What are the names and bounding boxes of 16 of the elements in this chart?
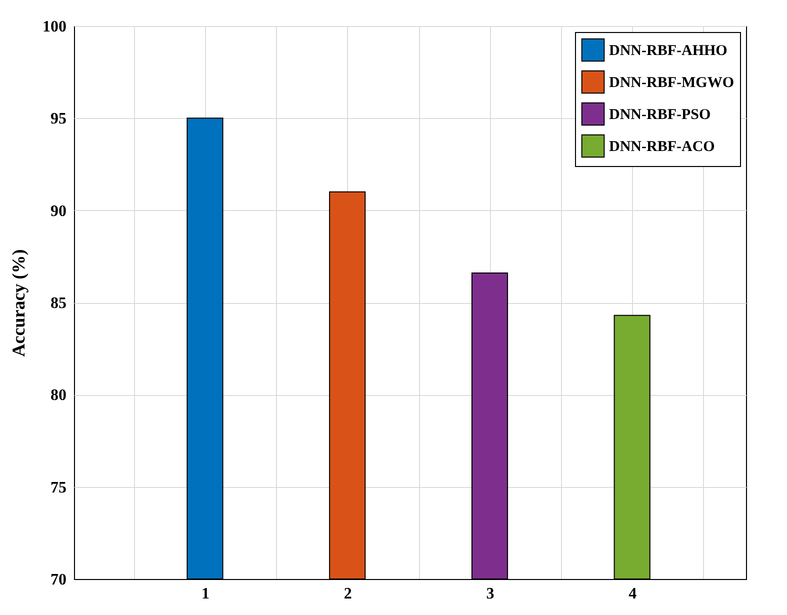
y-axis-title: Accuracy (%) — [8, 249, 28, 357]
legend-label: DNN-RBF-AHHO — [609, 43, 728, 59]
x-tick-label: 1 — [201, 586, 210, 602]
y-tick-label: 70 — [50, 572, 66, 588]
y-tick-label: 80 — [50, 387, 66, 404]
legend-label: DNN-RBF-ACO — [609, 139, 715, 155]
y-tick-label: 75 — [50, 479, 66, 496]
y-tick-label: 90 — [50, 202, 66, 220]
x-tick-label: 2 — [344, 586, 352, 602]
y-tick-label: 100 — [42, 18, 66, 36]
y-tick-label: 85 — [50, 295, 66, 312]
x-tick-label: 4 — [628, 586, 637, 602]
legend-label: DNN-RBF-MGWO — [609, 75, 734, 91]
x-tick-label: 3 — [486, 586, 494, 602]
legend-label: DNN-RBF-PSO — [609, 107, 711, 123]
y-tick-label: 95 — [50, 110, 66, 128]
